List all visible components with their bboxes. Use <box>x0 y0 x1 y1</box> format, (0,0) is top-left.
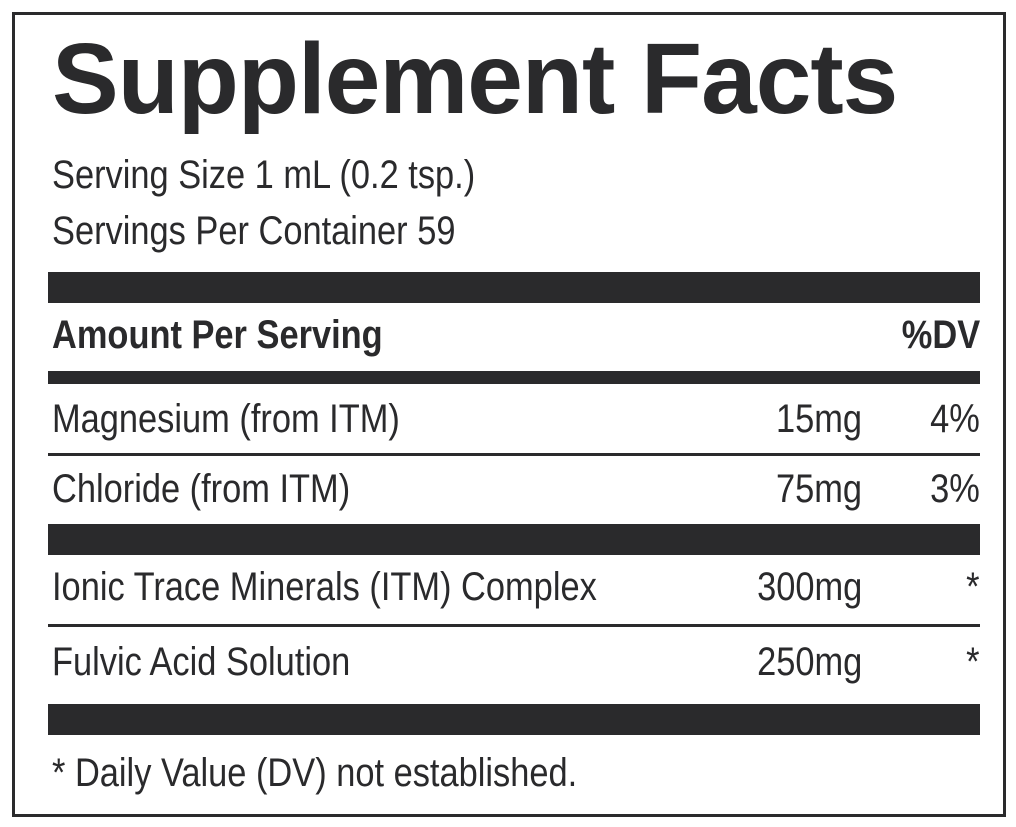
divider-thick-middle <box>48 524 980 555</box>
ingredient-dv: * <box>966 565 980 609</box>
ingredient-row: Fulvic Acid Solution 250mg * <box>48 632 980 692</box>
amount-per-serving-header: Amount Per Serving <box>52 313 383 357</box>
serving-size: Serving Size 1 mL (0.2 tsp.) <box>52 153 476 197</box>
nutrient-dv: 3% <box>930 467 980 511</box>
ingredient-name: Fulvic Acid Solution <box>52 640 351 684</box>
nutrient-row: Magnesium (from ITM) 15mg 4% <box>48 389 980 449</box>
footnote: * Daily Value (DV) not established. <box>52 751 578 795</box>
nutrient-row: Chloride (from ITM) 75mg 3% <box>48 459 980 519</box>
nutrient-amount: 75mg <box>775 467 862 511</box>
dv-header: %DV <box>901 313 980 357</box>
supplement-facts-panel: Supplement Facts Serving Size 1 mL (0.2 … <box>12 12 1006 817</box>
header-row: Amount Per Serving %DV <box>48 305 980 365</box>
ingredient-amount: 250mg <box>756 640 862 684</box>
ingredient-name: Ionic Trace Minerals (ITM) Complex <box>52 565 597 609</box>
divider-thick-top <box>48 272 980 303</box>
divider-header <box>48 371 980 384</box>
ingredient-row: Ionic Trace Minerals (ITM) Complex 300mg… <box>48 557 980 617</box>
ingredient-amount: 300mg <box>756 565 862 609</box>
servings-per-container: Servings Per Container 59 <box>52 209 456 253</box>
ingredient-dv: * <box>966 640 980 684</box>
nutrient-name: Magnesium (from ITM) <box>52 397 400 441</box>
nutrient-dv: 4% <box>930 397 980 441</box>
nutrient-amount: 15mg <box>775 397 862 441</box>
divider-thin <box>48 624 980 627</box>
divider-thin <box>48 453 980 456</box>
divider-thick-bottom <box>48 704 980 735</box>
nutrient-name: Chloride (from ITM) <box>52 467 351 511</box>
page-title: Supplement Facts <box>52 23 898 135</box>
